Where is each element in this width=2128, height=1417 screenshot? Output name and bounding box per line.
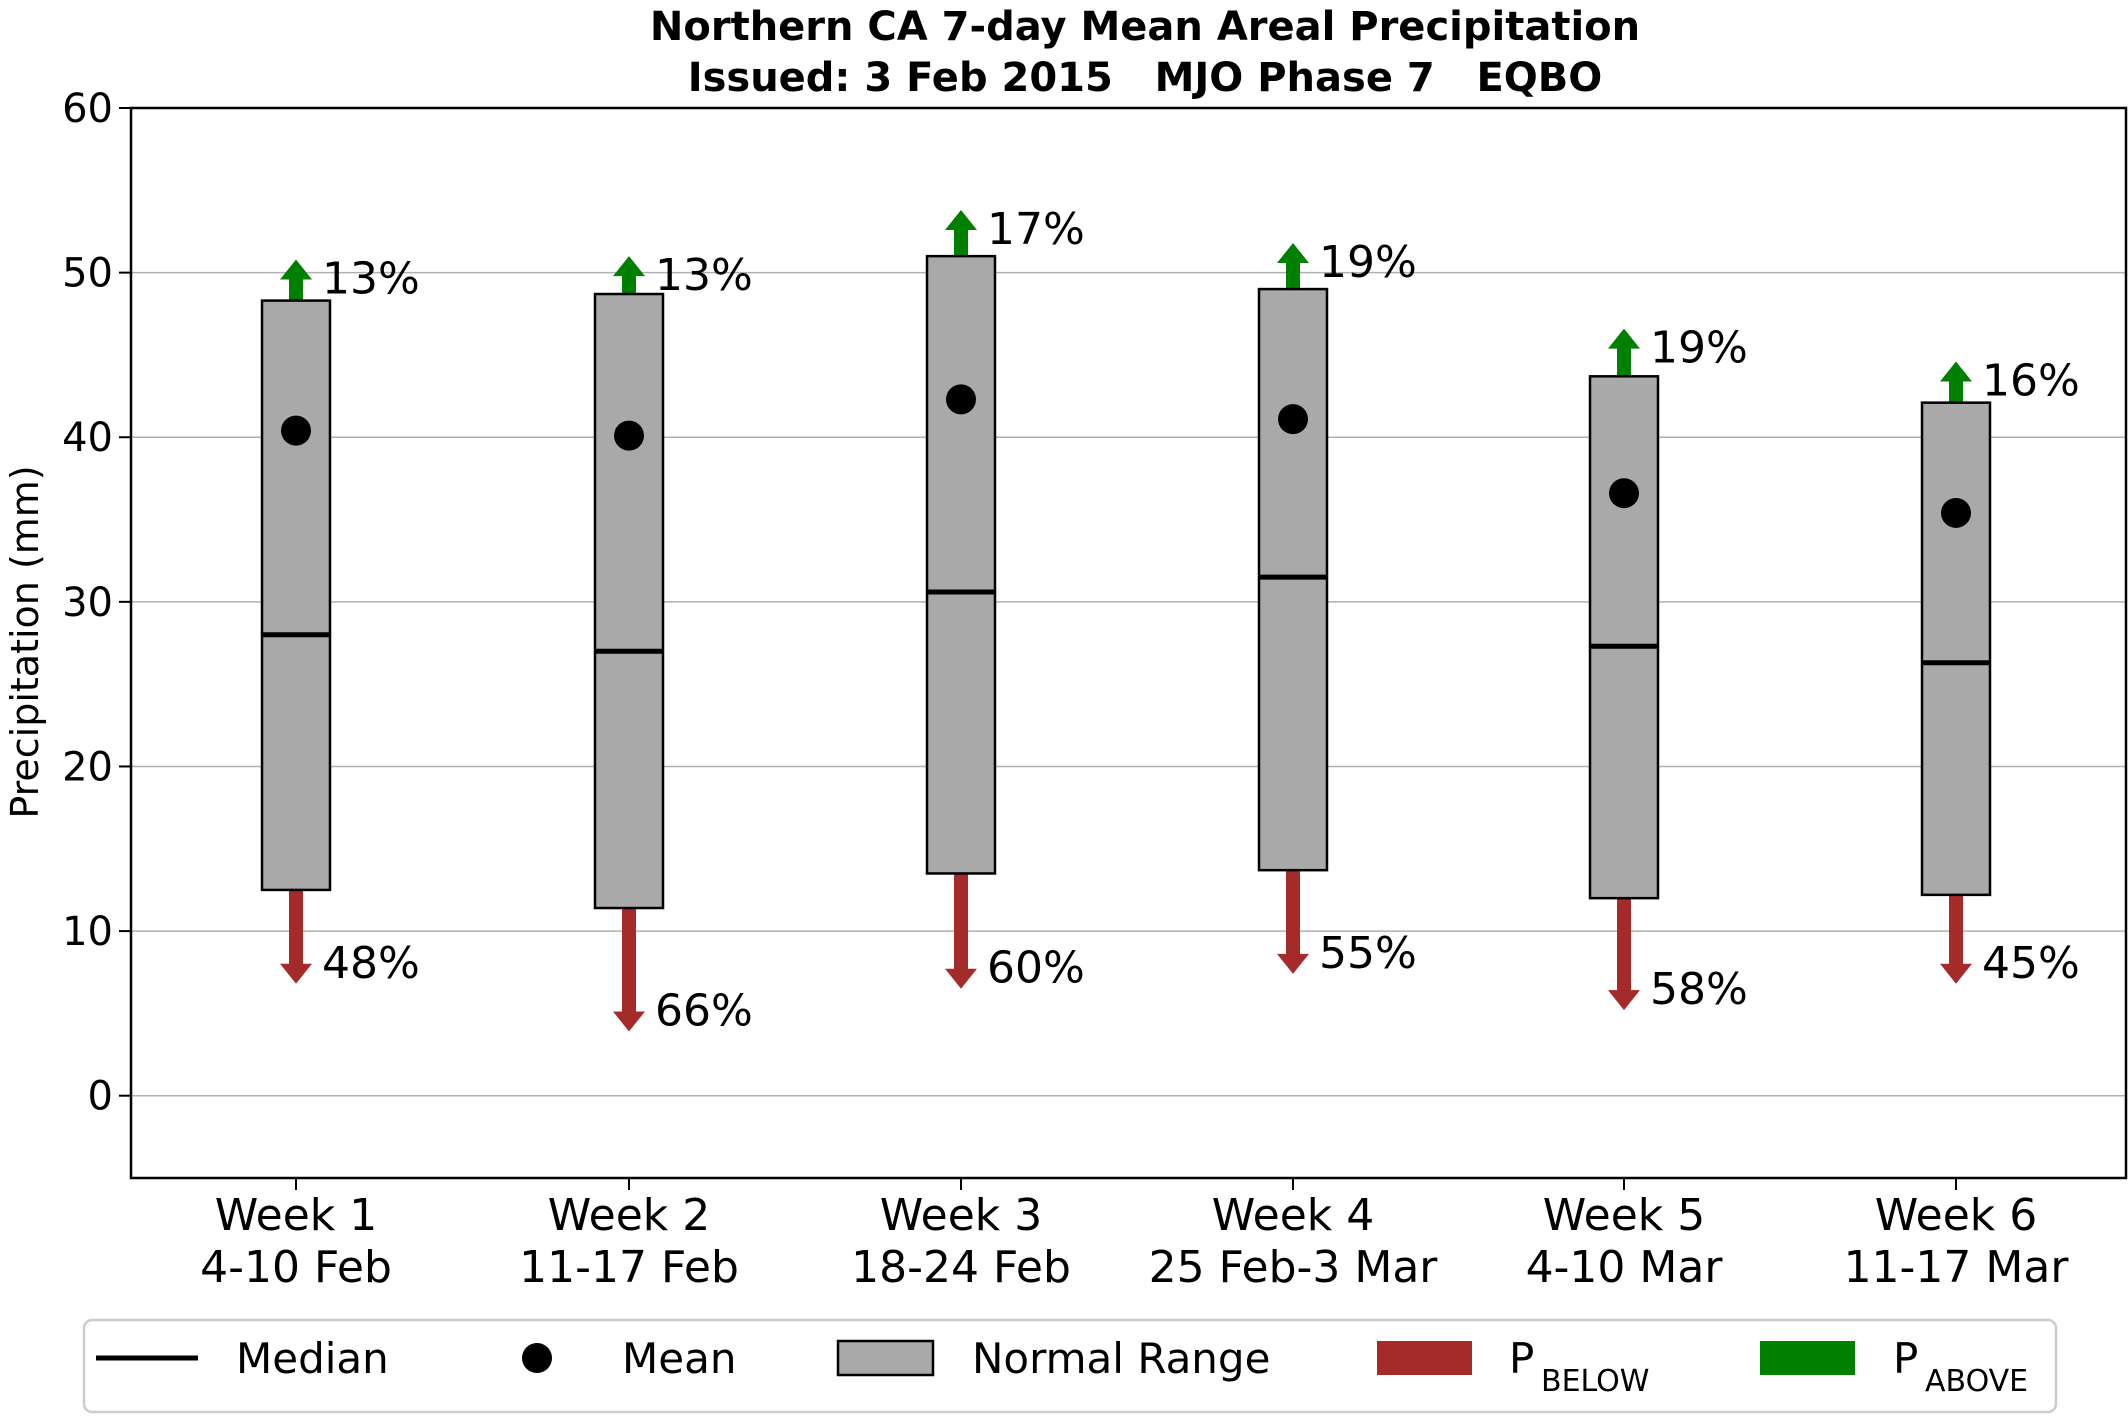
normal-range-box bbox=[1588, 375, 1660, 900]
axis-ticks: 0 10 20 30 40 50 60 Week 14-10 Feb Week 211-17 F… bbox=[62, 86, 2069, 1293]
y-tick-label: 40 bbox=[62, 415, 113, 461]
x-tick-label-week: Week 2 bbox=[548, 1190, 711, 1241]
above-arrow-head bbox=[613, 256, 645, 277]
below-percent-label: 48% bbox=[322, 938, 420, 989]
y-tick-label: 60 bbox=[62, 86, 113, 132]
mean-dot bbox=[614, 420, 644, 451]
mean-dot bbox=[281, 415, 311, 446]
below-arrow-head bbox=[1608, 990, 1640, 1011]
legend-normal-range-swatch bbox=[836, 1339, 935, 1377]
plot-frame bbox=[129, 106, 2128, 1180]
below-arrow-head bbox=[1940, 963, 1972, 984]
legend-mean-label: Mean bbox=[622, 1334, 736, 1383]
legend-below-label: P bbox=[1509, 1334, 1534, 1383]
below-percent-label: 45% bbox=[1982, 938, 2080, 989]
x-tick-label-dates: 11-17 Mar bbox=[1844, 1242, 2070, 1293]
legend-median-label: Median bbox=[236, 1334, 389, 1383]
above-percent-label: 17% bbox=[987, 204, 1085, 255]
x-tick-label-dates: 25 Feb-3 Mar bbox=[1149, 1242, 1439, 1293]
above-percent-label: 13% bbox=[322, 253, 420, 304]
normal-range-box bbox=[1920, 401, 1992, 897]
legend-below-swatch bbox=[1377, 1341, 1472, 1375]
mean-dot bbox=[1609, 478, 1639, 509]
x-tick-label-dates: 11-17 Feb bbox=[519, 1242, 739, 1293]
below-arrow-head bbox=[1277, 953, 1309, 974]
x-tick-label-week: Week 6 bbox=[1875, 1190, 2038, 1241]
below-arrow-head bbox=[613, 1011, 645, 1032]
y-tick-label: 30 bbox=[62, 580, 113, 626]
x-tick-label-dates: 18-24 Feb bbox=[851, 1242, 1071, 1293]
below-percent-label: 58% bbox=[1650, 964, 1748, 1015]
legend-mean-swatch bbox=[522, 1343, 552, 1373]
below-arrow-head bbox=[945, 968, 977, 989]
chart-subtitle: Issued: 3 Feb 2015 MJO Phase 7 EQBO bbox=[688, 55, 1603, 101]
above-arrow-head bbox=[280, 259, 312, 280]
plot-marks: 48% 13% 66% 13% 60% 17% 55% 19% 58% 19% 45% 16% bbox=[260, 204, 2080, 1036]
above-arrow-head bbox=[1940, 361, 1972, 382]
legend: Median Mean Normal Range P BELOW P ABOVE bbox=[82, 1318, 2058, 1414]
normal-range-box bbox=[593, 292, 665, 910]
legend-above-label: P bbox=[1893, 1334, 1918, 1383]
y-tick-label: 10 bbox=[62, 909, 113, 955]
x-tick-label-week: Week 1 bbox=[215, 1190, 378, 1241]
above-arrow-head bbox=[1277, 242, 1309, 263]
above-arrow-head bbox=[1608, 328, 1640, 349]
x-tick-label-week: Week 5 bbox=[1543, 1190, 1706, 1241]
y-tick-label: 50 bbox=[62, 251, 113, 297]
above-percent-label: 13% bbox=[655, 250, 753, 301]
mean-dot bbox=[1278, 404, 1308, 435]
below-arrow-head bbox=[280, 963, 312, 984]
normal-range-box bbox=[925, 254, 997, 875]
y-axis-label: Precipitation (mm) bbox=[3, 465, 47, 818]
normal-range-box bbox=[260, 299, 332, 892]
x-tick-label-dates: 4-10 Feb bbox=[200, 1242, 392, 1293]
mean-dot bbox=[946, 384, 976, 415]
y-tick-label: 0 bbox=[88, 1074, 113, 1120]
legend-below-subscript: BELOW bbox=[1541, 1364, 1649, 1399]
below-percent-label: 60% bbox=[987, 943, 1085, 994]
legend-above-subscript: ABOVE bbox=[1925, 1364, 2028, 1399]
x-tick-label-week: Week 3 bbox=[880, 1190, 1043, 1241]
legend-frame bbox=[82, 1318, 2058, 1414]
x-tick-label-dates: 4-10 Mar bbox=[1526, 1242, 1724, 1293]
gridlines bbox=[131, 107, 2126, 1097]
above-percent-label: 16% bbox=[1982, 356, 2080, 407]
below-percent-label: 55% bbox=[1319, 928, 1417, 979]
above-percent-label: 19% bbox=[1319, 237, 1417, 288]
chart-title: Northern CA 7-day Mean Areal Precipitati… bbox=[650, 4, 1640, 50]
legend-normal-range-label: Normal Range bbox=[972, 1334, 1270, 1383]
above-percent-label: 19% bbox=[1650, 323, 1748, 374]
legend-above-swatch bbox=[1760, 1341, 1855, 1375]
x-tick-label-week: Week 4 bbox=[1212, 1190, 1375, 1241]
below-percent-label: 66% bbox=[655, 985, 753, 1036]
y-tick-label: 20 bbox=[62, 744, 113, 790]
above-arrow-head bbox=[945, 210, 977, 231]
mean-dot bbox=[1941, 497, 1971, 528]
